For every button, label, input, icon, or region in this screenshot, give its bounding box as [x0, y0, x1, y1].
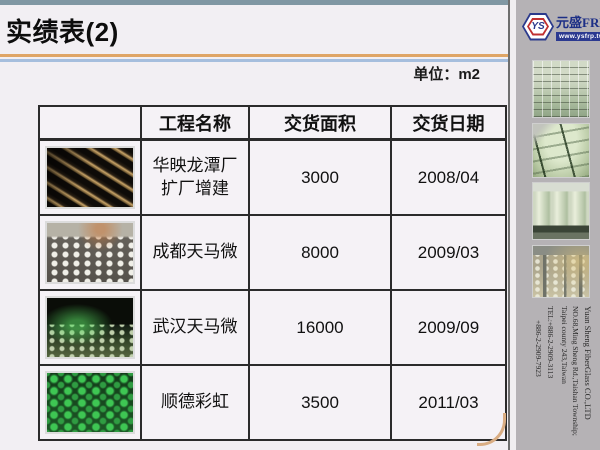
phone-line-2: +886-2-2909-7923	[534, 320, 544, 377]
company-info-vertical-text: Yuan Sheng FiberGlass CO.,LTD NO.68,Ming…	[528, 306, 594, 448]
logo-badge-text: YS	[531, 21, 545, 32]
company-name-line: Yuan Sheng FiberGlass CO.,LTD	[583, 306, 593, 420]
delivery-date: 2009/03	[390, 214, 507, 291]
header-photo	[38, 105, 142, 141]
project-name: 顺德彩虹	[140, 364, 250, 441]
performance-table: 工程名称 交货面积 交货日期 华映龙潭厂 扩厂增建 3000 2008/04 成…	[38, 105, 507, 441]
address-line-1: NO.68,Ming Sheng Rd.,Taishan Township;	[571, 306, 581, 436]
title-divider-orange	[0, 54, 508, 57]
table-row: 武汉天马微 16000 2009/09	[38, 289, 507, 366]
delivery-area: 3500	[248, 364, 392, 441]
table-row: 顺德彩虹 3500 2011/03	[38, 364, 507, 441]
corner-accent	[477, 413, 506, 446]
top-accent-bar	[0, 0, 508, 5]
header-delivery-area: 交货面积	[248, 105, 392, 141]
address-line-2: Taipei county 243,Taiwan	[560, 306, 569, 384]
shunde-caihong-project-photo	[45, 371, 135, 434]
logo-website: www.ysfrp.tw	[556, 32, 600, 41]
title-divider-blue	[0, 59, 508, 62]
table-row: 华映龙潭厂 扩厂增建 3000 2008/04	[38, 138, 507, 216]
company-sidebar: YS 元盛FRP www.ysfrp.tw Yuan Sheng FiberGl…	[516, 0, 600, 450]
table-row: 成都天马微 8000 2009/03	[38, 214, 507, 291]
delivery-area: 8000	[248, 214, 392, 291]
coffered-ceiling-photo	[532, 60, 590, 118]
divider-strip	[510, 0, 516, 450]
logo-hexagon-icon: YS	[522, 12, 554, 41]
page-title: 实绩表(2)	[6, 17, 119, 47]
wuhan-tianma-project-photo	[45, 296, 135, 359]
unit-label: 单位：m2	[413, 66, 480, 83]
project-name: 成都天马微	[140, 214, 250, 291]
logo-company-name: 元盛FRP	[556, 15, 600, 30]
storage-tanks-photo	[532, 182, 590, 240]
project-name: 华映龙潭厂 扩厂增建	[140, 138, 250, 216]
chengdu-tianma-project-photo	[45, 221, 135, 284]
delivery-date: 2009/09	[390, 289, 507, 366]
header-delivery-date: 交货日期	[390, 105, 507, 141]
delivery-area: 3000	[248, 138, 392, 216]
frp-tank-pipes-photo	[532, 123, 590, 178]
delivery-date: 2008/04	[390, 138, 507, 216]
header-project-name: 工程名称	[140, 105, 250, 141]
project-name: 武汉天马微	[140, 289, 250, 366]
table-header-row: 工程名称 交货面积 交货日期	[38, 105, 507, 141]
company-logo: YS 元盛FRP www.ysfrp.tw	[522, 12, 600, 41]
huaying-longtan-project-photo	[45, 146, 135, 209]
factory-interior-photo	[532, 245, 590, 298]
slide-main-area: 实绩表(2) 单位：m2 工程名称 交货面积 交货日期 华映龙潭厂 扩厂增建 3…	[0, 0, 510, 450]
delivery-area: 16000	[248, 289, 392, 366]
phone-line-1: TEL:+886-2-2909-3113	[545, 306, 555, 379]
